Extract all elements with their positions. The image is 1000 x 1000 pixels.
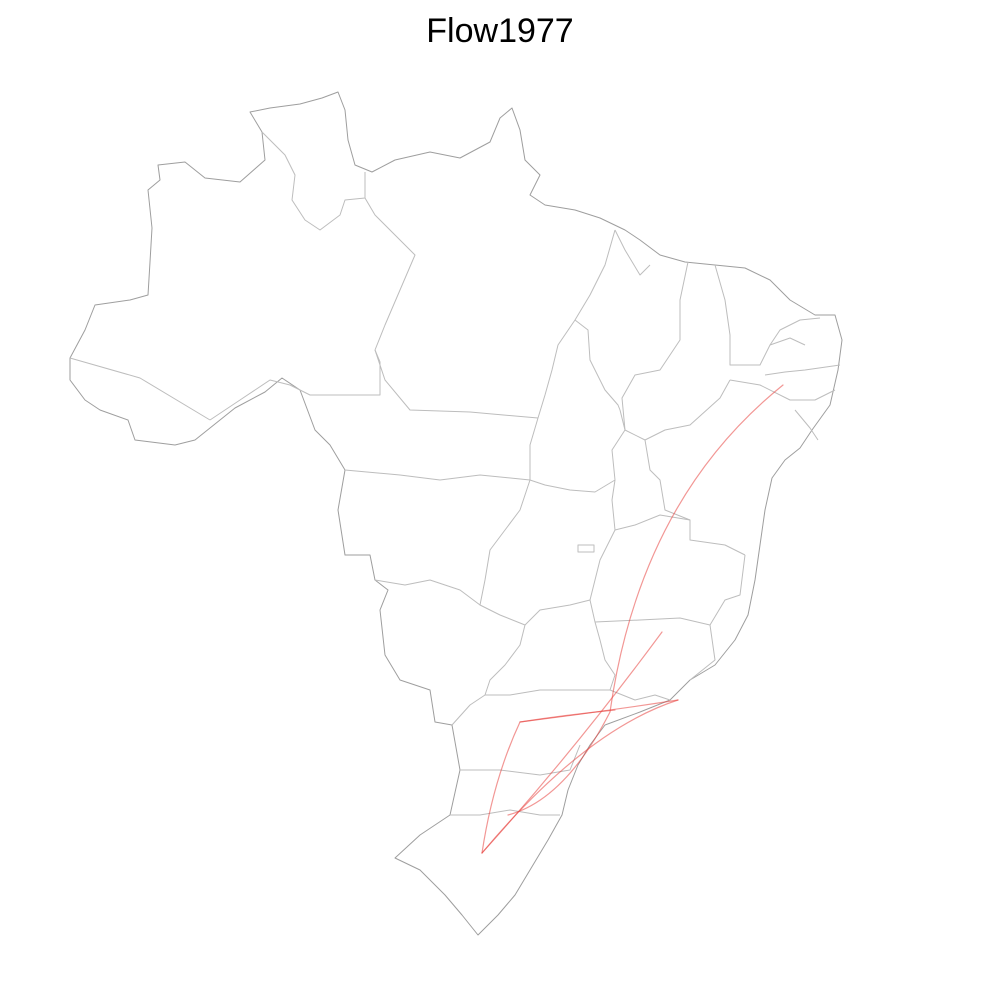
state-border bbox=[574, 319, 621, 411]
state-border bbox=[609, 689, 671, 701]
state-border bbox=[614, 514, 691, 531]
state-border bbox=[479, 479, 616, 626]
state-border bbox=[364, 197, 416, 351]
state-border bbox=[450, 809, 560, 816]
flow-line bbox=[481, 699, 679, 854]
state-border bbox=[621, 261, 731, 441]
state-border bbox=[644, 439, 746, 556]
flow-line bbox=[481, 631, 663, 854]
state-border bbox=[451, 694, 486, 726]
state-border bbox=[577, 544, 595, 553]
state-border bbox=[794, 409, 819, 441]
state-border bbox=[537, 229, 616, 419]
flow-line bbox=[507, 384, 784, 816]
flow-lines bbox=[481, 384, 784, 854]
state-border bbox=[729, 379, 836, 401]
state-boundaries bbox=[69, 91, 843, 936]
flow-line bbox=[519, 699, 679, 723]
state-border bbox=[209, 349, 381, 421]
state-border bbox=[709, 554, 746, 626]
state-border bbox=[374, 349, 539, 419]
state-border bbox=[374, 579, 481, 606]
state-border bbox=[764, 364, 841, 376]
state-border bbox=[69, 357, 211, 421]
state-border bbox=[261, 131, 366, 231]
state-border bbox=[769, 317, 821, 346]
country-outline bbox=[69, 91, 843, 936]
state-border bbox=[484, 599, 616, 696]
state-border bbox=[594, 617, 716, 681]
state-border bbox=[614, 229, 651, 276]
state-border bbox=[344, 469, 531, 481]
state-border bbox=[714, 264, 806, 366]
state-border bbox=[460, 744, 581, 776]
map-title: Flow1977 bbox=[426, 12, 574, 50]
state-border bbox=[529, 409, 626, 493]
